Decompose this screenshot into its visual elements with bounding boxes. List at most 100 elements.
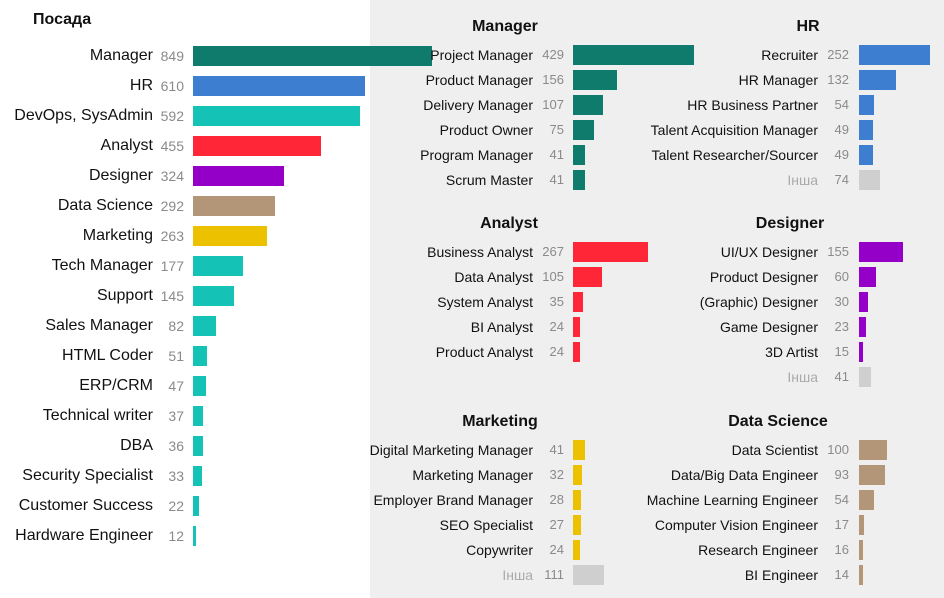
bar-label-analyst-business-analyst: Business Analyst <box>427 244 533 260</box>
bar-label-data-science-bi-engineer: BI Engineer <box>744 567 818 583</box>
bar-label-hr-hr-manager: HR Manager <box>738 72 818 88</box>
bar-label-hr-talent-acquisition-manager: Talent Acquisition Manager <box>650 122 818 138</box>
bar-label-посада-technical-writer: Technical writer <box>42 407 153 424</box>
chart-title-manager: Manager <box>472 18 538 35</box>
bar-label-посада-manager: Manager <box>89 47 153 64</box>
bar-label-hr-hr-business-partner: HR Business Partner <box>687 97 818 113</box>
bar-value-посада-technical-writer: 37 <box>168 408 184 424</box>
bar-посада-devops-sysadmin <box>193 106 360 126</box>
bar-hr-talent-acquisition-manager <box>859 120 873 140</box>
bar-label-data-science-data-big-data-engineer: Data/Big Data Engineer <box>670 467 818 483</box>
bar-label-manager-product-owner: Product Owner <box>439 122 533 138</box>
bar-value-hr-recruiter: 252 <box>827 47 849 62</box>
bar-hr-talent-researcher-sourcer <box>859 145 873 165</box>
bar-label-manager-scrum-master: Scrum Master <box>445 172 533 188</box>
bar-label-manager-product-manager: Product Manager <box>425 72 533 88</box>
bar-посада-security-specialist <box>193 466 203 486</box>
bar-label-marketing-інша: Інша <box>502 567 533 583</box>
bar-value-hr-hr-manager: 132 <box>827 72 849 87</box>
bar-label-посада-tech-manager: Tech Manager <box>51 257 153 274</box>
bar-value-посада-hardware-engineer: 12 <box>168 528 184 544</box>
bar-manager-program-manager <box>573 145 585 165</box>
bar-label-marketing-marketing-manager: Marketing Manager <box>412 467 533 483</box>
chart-title-marketing: Marketing <box>462 413 538 430</box>
bar-label-marketing-digital-marketing-manager: Digital Marketing Manager <box>369 442 533 458</box>
bar-marketing-copywriter <box>573 540 580 560</box>
bar-value-data-science-computer-vision-engineer: 17 <box>834 517 849 532</box>
bar-analyst-product-analyst <box>573 342 580 362</box>
bar-посада-html-coder <box>193 346 208 366</box>
bar-label-analyst-product-analyst: Product Analyst <box>435 344 533 360</box>
bar-label-hr-інша: Інша <box>787 172 818 188</box>
bar-посада-dba <box>193 436 204 456</box>
bar-посада-erp-crm <box>193 376 207 396</box>
bar-value-посада-tech-manager: 177 <box>160 258 184 274</box>
bar-marketing-seo-specialist <box>573 515 581 535</box>
bar-label-посада-sales-manager: Sales Manager <box>45 317 153 334</box>
bar-label-manager-project-manager: Project Manager <box>430 47 533 63</box>
bar-marketing-marketing-manager <box>573 465 582 485</box>
bar-label-посада-support: Support <box>96 287 153 304</box>
bar-label-посада-analyst: Analyst <box>100 137 153 154</box>
bar-value-designer-product-designer: 60 <box>834 269 849 284</box>
bar-value-marketing-marketing-manager: 32 <box>549 467 564 482</box>
bar-label-посада-devops-sysadmin: DevOps, SysAdmin <box>14 107 153 124</box>
bar-value-data-science-research-engineer: 16 <box>834 542 849 557</box>
bar-value-marketing-copywriter: 24 <box>549 542 564 557</box>
bar-data-science-research-engineer <box>859 540 864 560</box>
bar-label-data-science-computer-vision-engineer: Computer Vision Engineer <box>654 517 818 533</box>
bar-label-designer-інша: Інша <box>787 369 818 385</box>
bar-посада-hardware-engineer <box>193 526 197 546</box>
bar-designer-інша <box>859 367 871 387</box>
bar-value-designer-graphic-designer: 30 <box>834 294 849 309</box>
bar-value-посада-devops-sysadmin: 592 <box>160 108 184 124</box>
bar-value-designer-game-designer: 23 <box>834 319 849 334</box>
bar-value-designer-інша: 41 <box>834 369 849 384</box>
bar-value-hr-talent-acquisition-manager: 49 <box>834 122 849 137</box>
bar-value-designer-ui-ux-designer: 155 <box>827 244 849 259</box>
bar-label-посада-customer-success: Customer Success <box>18 497 153 514</box>
bar-label-marketing-employer-brand-manager: Employer Brand Manager <box>373 492 533 508</box>
bar-label-data-science-machine-learning-engineer: Machine Learning Engineer <box>646 492 818 508</box>
bar-value-посада-customer-success: 22 <box>168 498 184 514</box>
bar-hr-інша <box>859 170 880 190</box>
bar-data-science-data-big-data-engineer <box>859 465 886 485</box>
bar-designer-ui-ux-designer <box>859 242 903 262</box>
bar-manager-delivery-manager <box>573 95 604 115</box>
bar-value-посада-hr: 610 <box>160 78 184 94</box>
bar-label-посада-dba: DBA <box>120 437 153 454</box>
bar-label-analyst-bi-analyst: BI Analyst <box>470 319 533 335</box>
bar-value-посада-erp-crm: 47 <box>168 378 184 394</box>
bar-value-marketing-employer-brand-manager: 28 <box>549 492 564 507</box>
bar-value-manager-program-manager: 41 <box>549 147 564 162</box>
bar-посада-support <box>193 286 234 306</box>
bar-label-hr-talent-researcher-sourcer: Talent Researcher/Sourcer <box>651 147 818 163</box>
bar-value-data-science-data-big-data-engineer: 93 <box>834 467 849 482</box>
bar-value-manager-project-manager: 429 <box>542 47 564 62</box>
bar-value-analyst-business-analyst: 267 <box>542 244 564 259</box>
bar-hr-recruiter <box>859 45 930 65</box>
bar-value-hr-hr-business-partner: 54 <box>834 97 849 112</box>
bar-value-manager-delivery-manager: 107 <box>542 97 564 112</box>
bar-manager-product-owner <box>573 120 595 140</box>
bar-value-посада-html-coder: 51 <box>168 348 184 364</box>
bar-label-посада-designer: Designer <box>88 167 153 184</box>
bar-value-посада-manager: 849 <box>160 48 184 64</box>
bar-value-посада-designer: 324 <box>160 168 184 184</box>
bar-marketing-інша <box>573 565 605 585</box>
bar-посада-manager <box>193 46 432 66</box>
bar-data-science-bi-engineer <box>859 565 863 585</box>
bar-value-посада-marketing: 263 <box>160 228 184 244</box>
bar-manager-scrum-master <box>573 170 585 190</box>
bar-посада-technical-writer <box>193 406 204 426</box>
bar-label-designer-ui-ux-designer: UI/UX Designer <box>720 244 818 260</box>
bar-value-посада-security-specialist: 33 <box>168 468 184 484</box>
bar-analyst-system-analyst <box>573 292 583 312</box>
bar-value-посада-data-science: 292 <box>160 198 184 214</box>
bar-посада-analyst <box>193 136 322 156</box>
bar-label-посада-security-specialist: Security Specialist <box>22 467 153 484</box>
bar-value-designer-3d-artist: 15 <box>834 344 849 359</box>
bar-designer-game-designer <box>859 317 866 337</box>
bar-value-analyst-data-analyst: 105 <box>542 269 564 284</box>
